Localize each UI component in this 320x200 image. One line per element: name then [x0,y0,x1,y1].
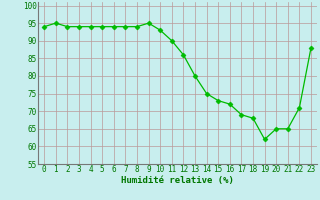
X-axis label: Humidité relative (%): Humidité relative (%) [121,176,234,185]
